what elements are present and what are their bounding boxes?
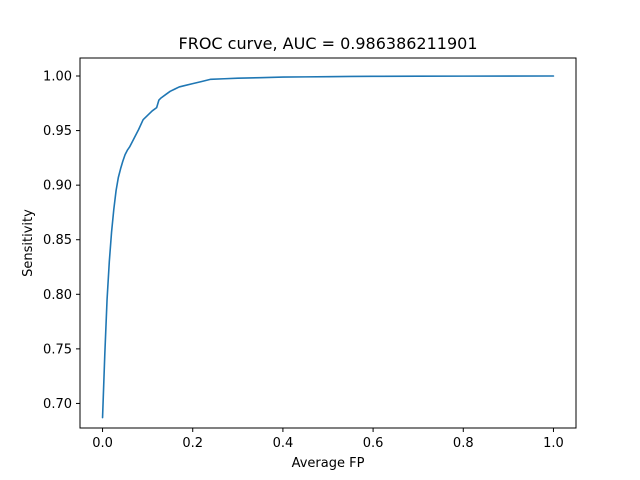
x-tick-label: 0.2 [182, 436, 203, 451]
x-tick-label: 0.0 [92, 436, 113, 451]
y-axis-label: Sensitivity [21, 209, 36, 277]
x-tick-label: 1.0 [543, 436, 564, 451]
x-axis-label: Average FP [292, 456, 365, 471]
x-axis: 0.0 0.2 0.4 0.6 0.8 1.0 [92, 428, 564, 451]
y-tick-label: 0.75 [43, 342, 72, 357]
x-tick-label: 0.6 [363, 436, 384, 451]
y-tick-label: 0.90 [43, 179, 72, 194]
series-layer [101, 75, 555, 419]
y-tick-label: 1.00 [43, 70, 72, 85]
y-tick-label: 0.95 [43, 124, 72, 139]
y-axis: 0.70 0.75 0.80 0.85 0.90 0.95 1.00 [43, 70, 80, 412]
y-tick-label: 0.85 [43, 233, 72, 248]
y-tick-label: 0.80 [43, 288, 72, 303]
y-tick-label: 0.70 [43, 397, 72, 412]
x-tick-label: 0.4 [273, 436, 294, 451]
plot-frame [79, 57, 577, 429]
chart-title: FROC curve, AUC = 0.986386211901 [179, 34, 478, 53]
x-tick-label: 0.8 [453, 436, 474, 451]
froc-curve-line [101, 75, 555, 419]
